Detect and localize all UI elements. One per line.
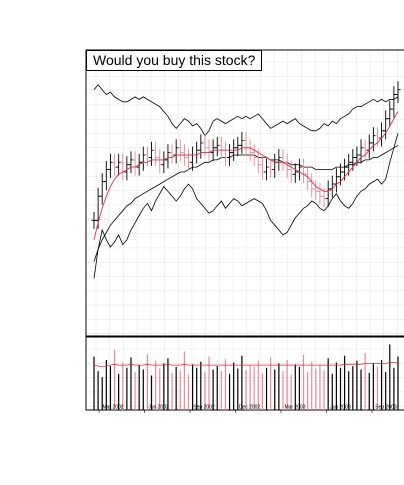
volume-moving-average-series	[93, 362, 398, 368]
short-moving-average-series	[93, 111, 399, 240]
upper-line-series	[93, 84, 399, 137]
relative-strength-series	[93, 133, 399, 279]
x-tick-label: Jun 2003	[330, 405, 351, 411]
chart-title: Would you buy this stock?	[86, 50, 263, 71]
x-tick-label: Jun 2002	[148, 405, 169, 411]
x-tick-label: Sep 2002	[193, 405, 215, 411]
x-tick-label: Mar 2003	[284, 405, 305, 411]
x-tick-label: Dec 2002	[239, 405, 261, 411]
x-tick-label: Mar 2002	[102, 405, 123, 411]
x-tick-label: Sep 2003	[375, 405, 397, 411]
